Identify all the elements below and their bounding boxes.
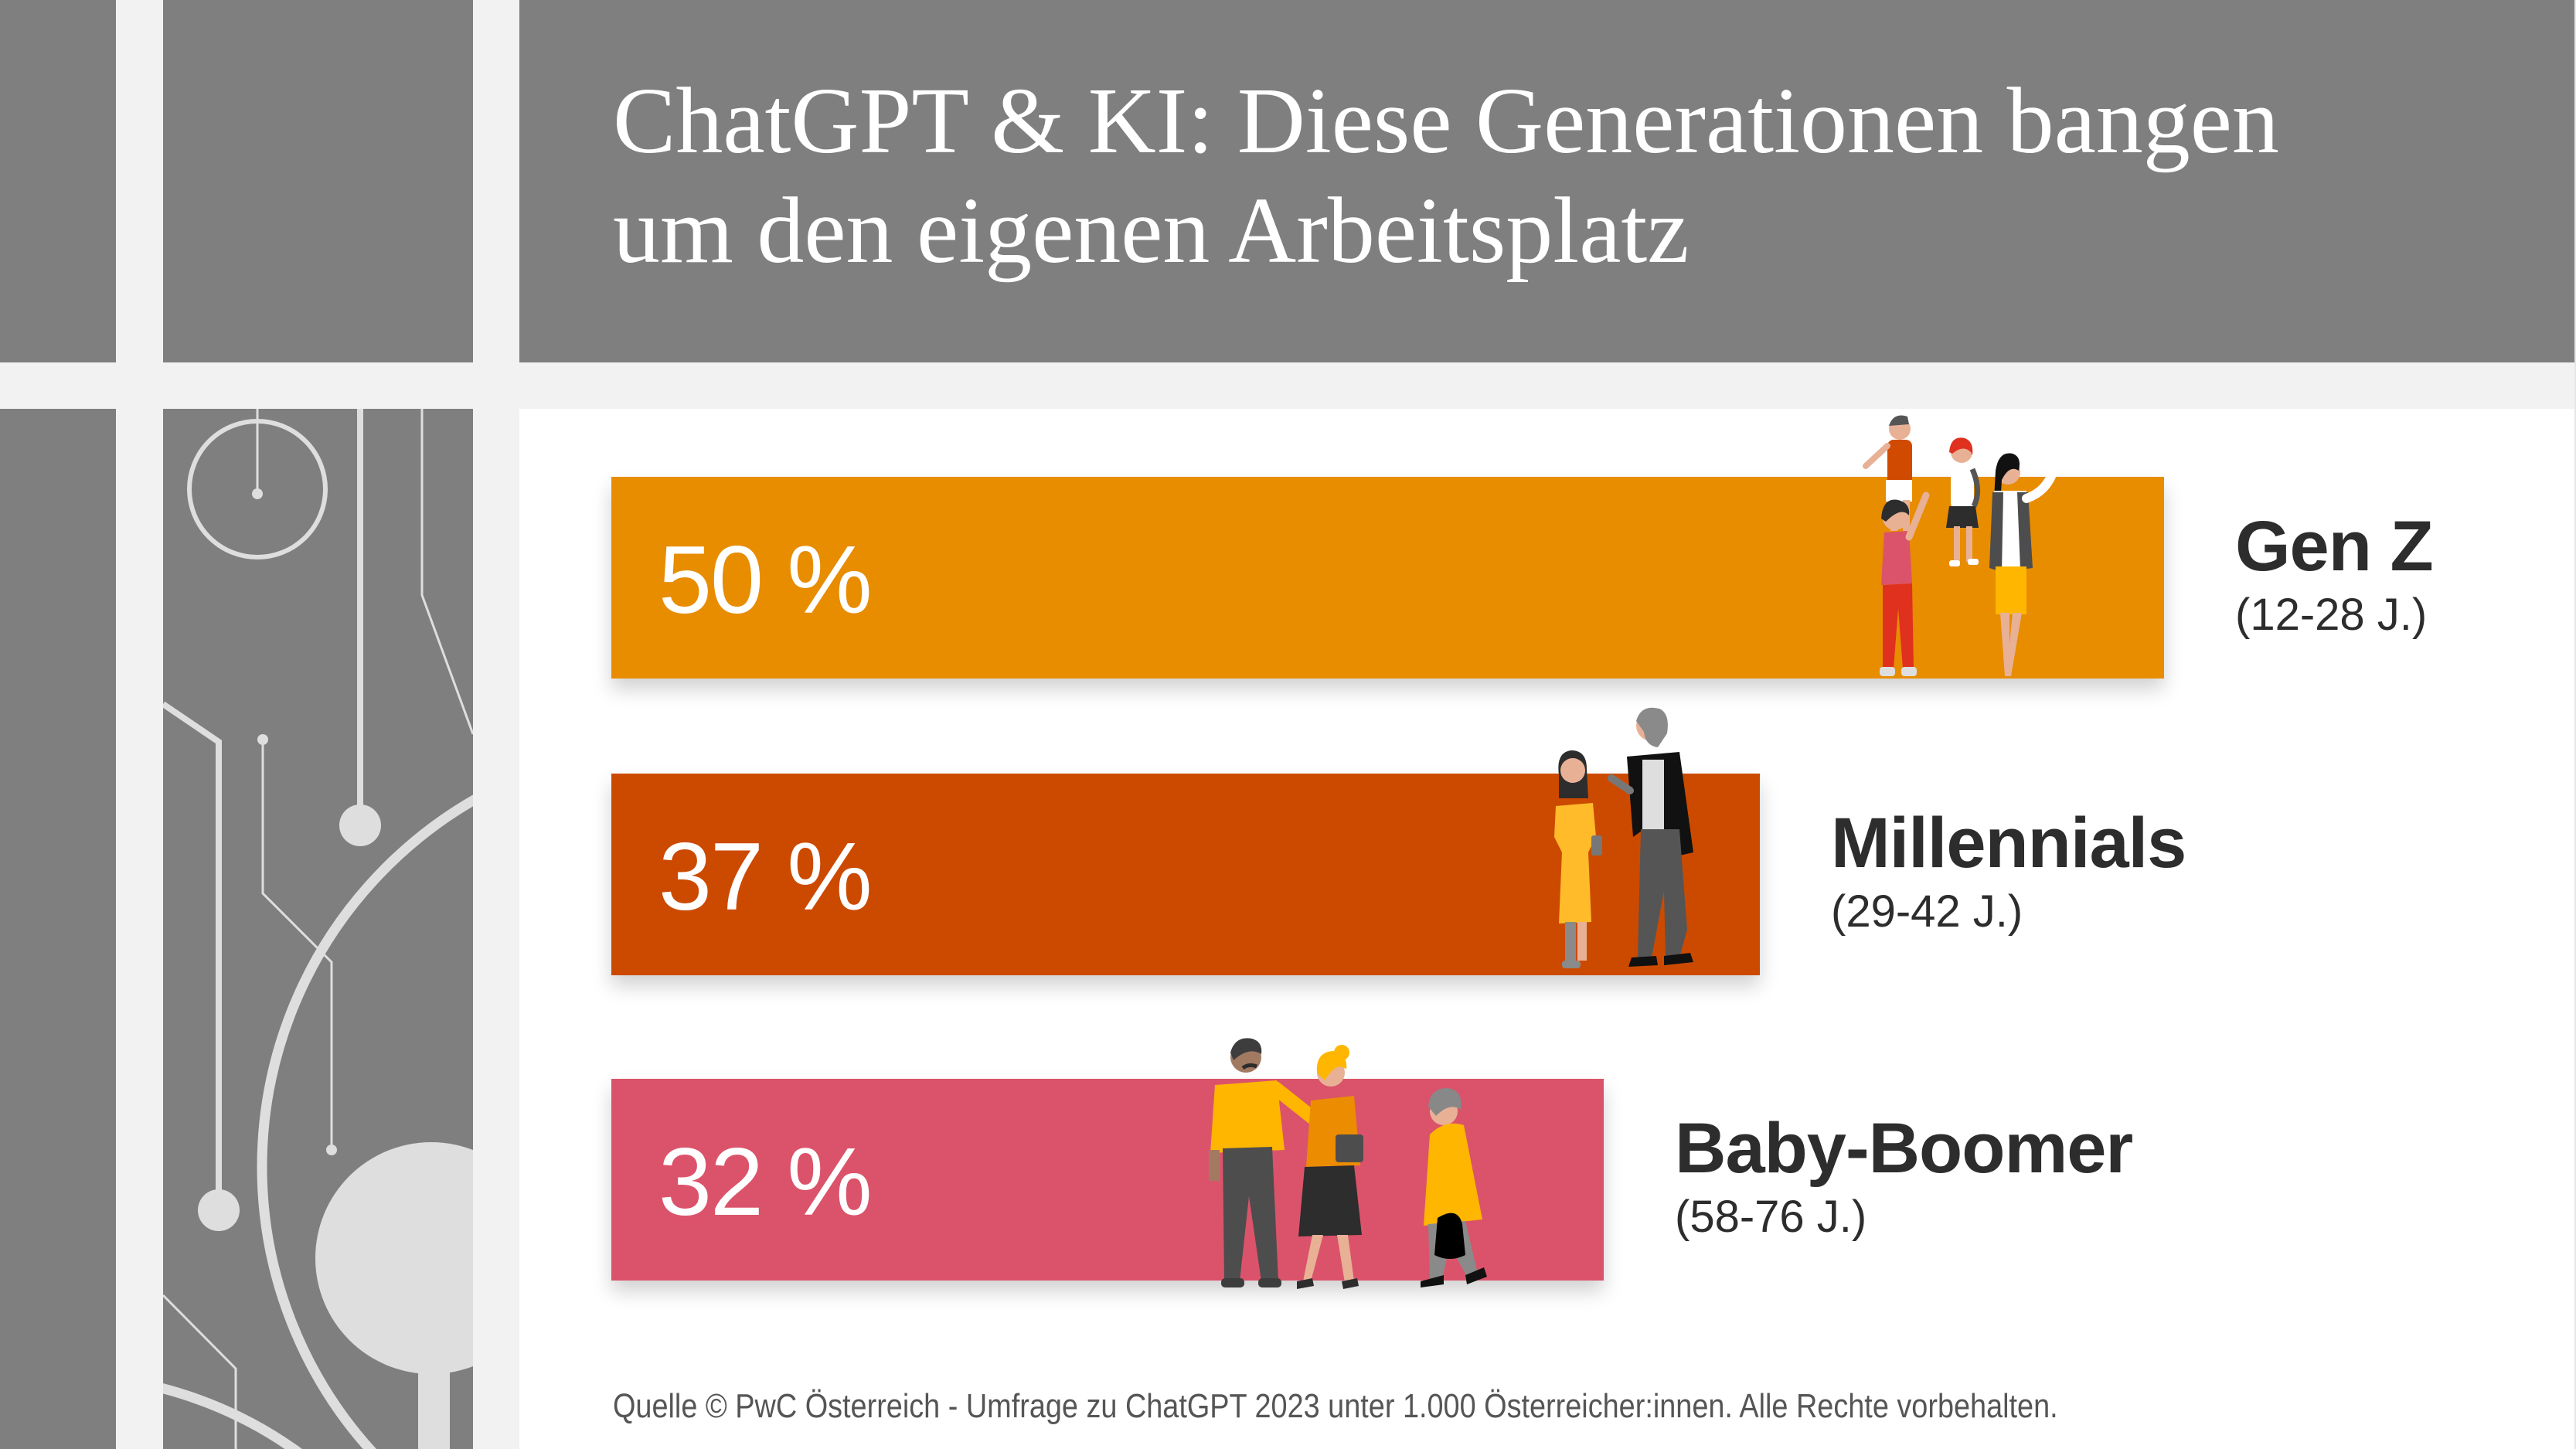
panel-top-left	[0, 0, 116, 362]
panel-bottom-left	[0, 409, 116, 1449]
category-label-millennials: Millennials (29-42 J.)	[1831, 808, 2186, 934]
category-label-gen-z: Gen Z (12-28 J.)	[2235, 507, 2434, 640]
right-edge-line	[2574, 0, 2576, 1449]
category-age-range: (58-76 J.)	[1675, 1192, 1867, 1242]
category-name: Millennials	[1831, 804, 2186, 883]
person-woman-yellow-dress	[1554, 750, 1602, 968]
deco-stem	[418, 1314, 450, 1449]
senior-people-icon	[1209, 1038, 1487, 1289]
deco-dot	[339, 804, 381, 846]
category-label-baby-boomer: Baby-Boomer (58-76 J.)	[1675, 1109, 2133, 1242]
value-label-baby-boomer: 32 %	[658, 1129, 873, 1236]
deco-dot	[198, 1189, 240, 1231]
title-line-2: um den eigenen Arbeitsplatz	[613, 179, 1690, 283]
category-age-range: (29-42 J.)	[1831, 886, 2023, 937]
deco-dot	[252, 488, 263, 499]
person-girl-waving	[1880, 492, 1930, 676]
deco-line	[163, 701, 222, 1194]
adult-couple-icon	[1554, 707, 1693, 968]
panel-top-middle	[163, 0, 473, 362]
deco-arc	[257, 794, 473, 1449]
person-girl-backpack	[1946, 437, 1980, 566]
title-line-1: ChatGPT & KI: Diese Generationen bangen	[613, 69, 2279, 173]
category-name: Gen Z	[2235, 507, 2434, 586]
value-label-millennials: 37 %	[658, 824, 873, 930]
person-woman-handbag	[1297, 1045, 1363, 1289]
person-man-black-jacket	[1608, 707, 1693, 967]
person-man-mustache	[1209, 1038, 1319, 1287]
deco-line	[261, 740, 333, 1150]
source-footnote: Quelle © PwC Österreich - Umfrage zu Cha…	[613, 1387, 2058, 1425]
deco-line	[420, 409, 473, 735]
deco-dot	[257, 734, 268, 745]
header-band	[519, 0, 2574, 362]
category-name: Baby-Boomer	[1675, 1109, 2133, 1188]
category-age-range: (12-28 J.)	[2235, 590, 2428, 640]
deco-line	[163, 1294, 237, 1449]
young-people-group-icon	[1863, 415, 2059, 676]
page-title: ChatGPT & KI: Diese Generationen bangen …	[613, 66, 2468, 286]
deco-dot	[326, 1145, 337, 1155]
person-senior-woman	[1421, 1088, 1487, 1287]
circuit-decoration-icon	[163, 409, 473, 1449]
person-boy	[1863, 415, 1912, 531]
value-label-gen-z: 50 %	[658, 527, 873, 634]
person-woman-waving	[1989, 453, 2059, 676]
